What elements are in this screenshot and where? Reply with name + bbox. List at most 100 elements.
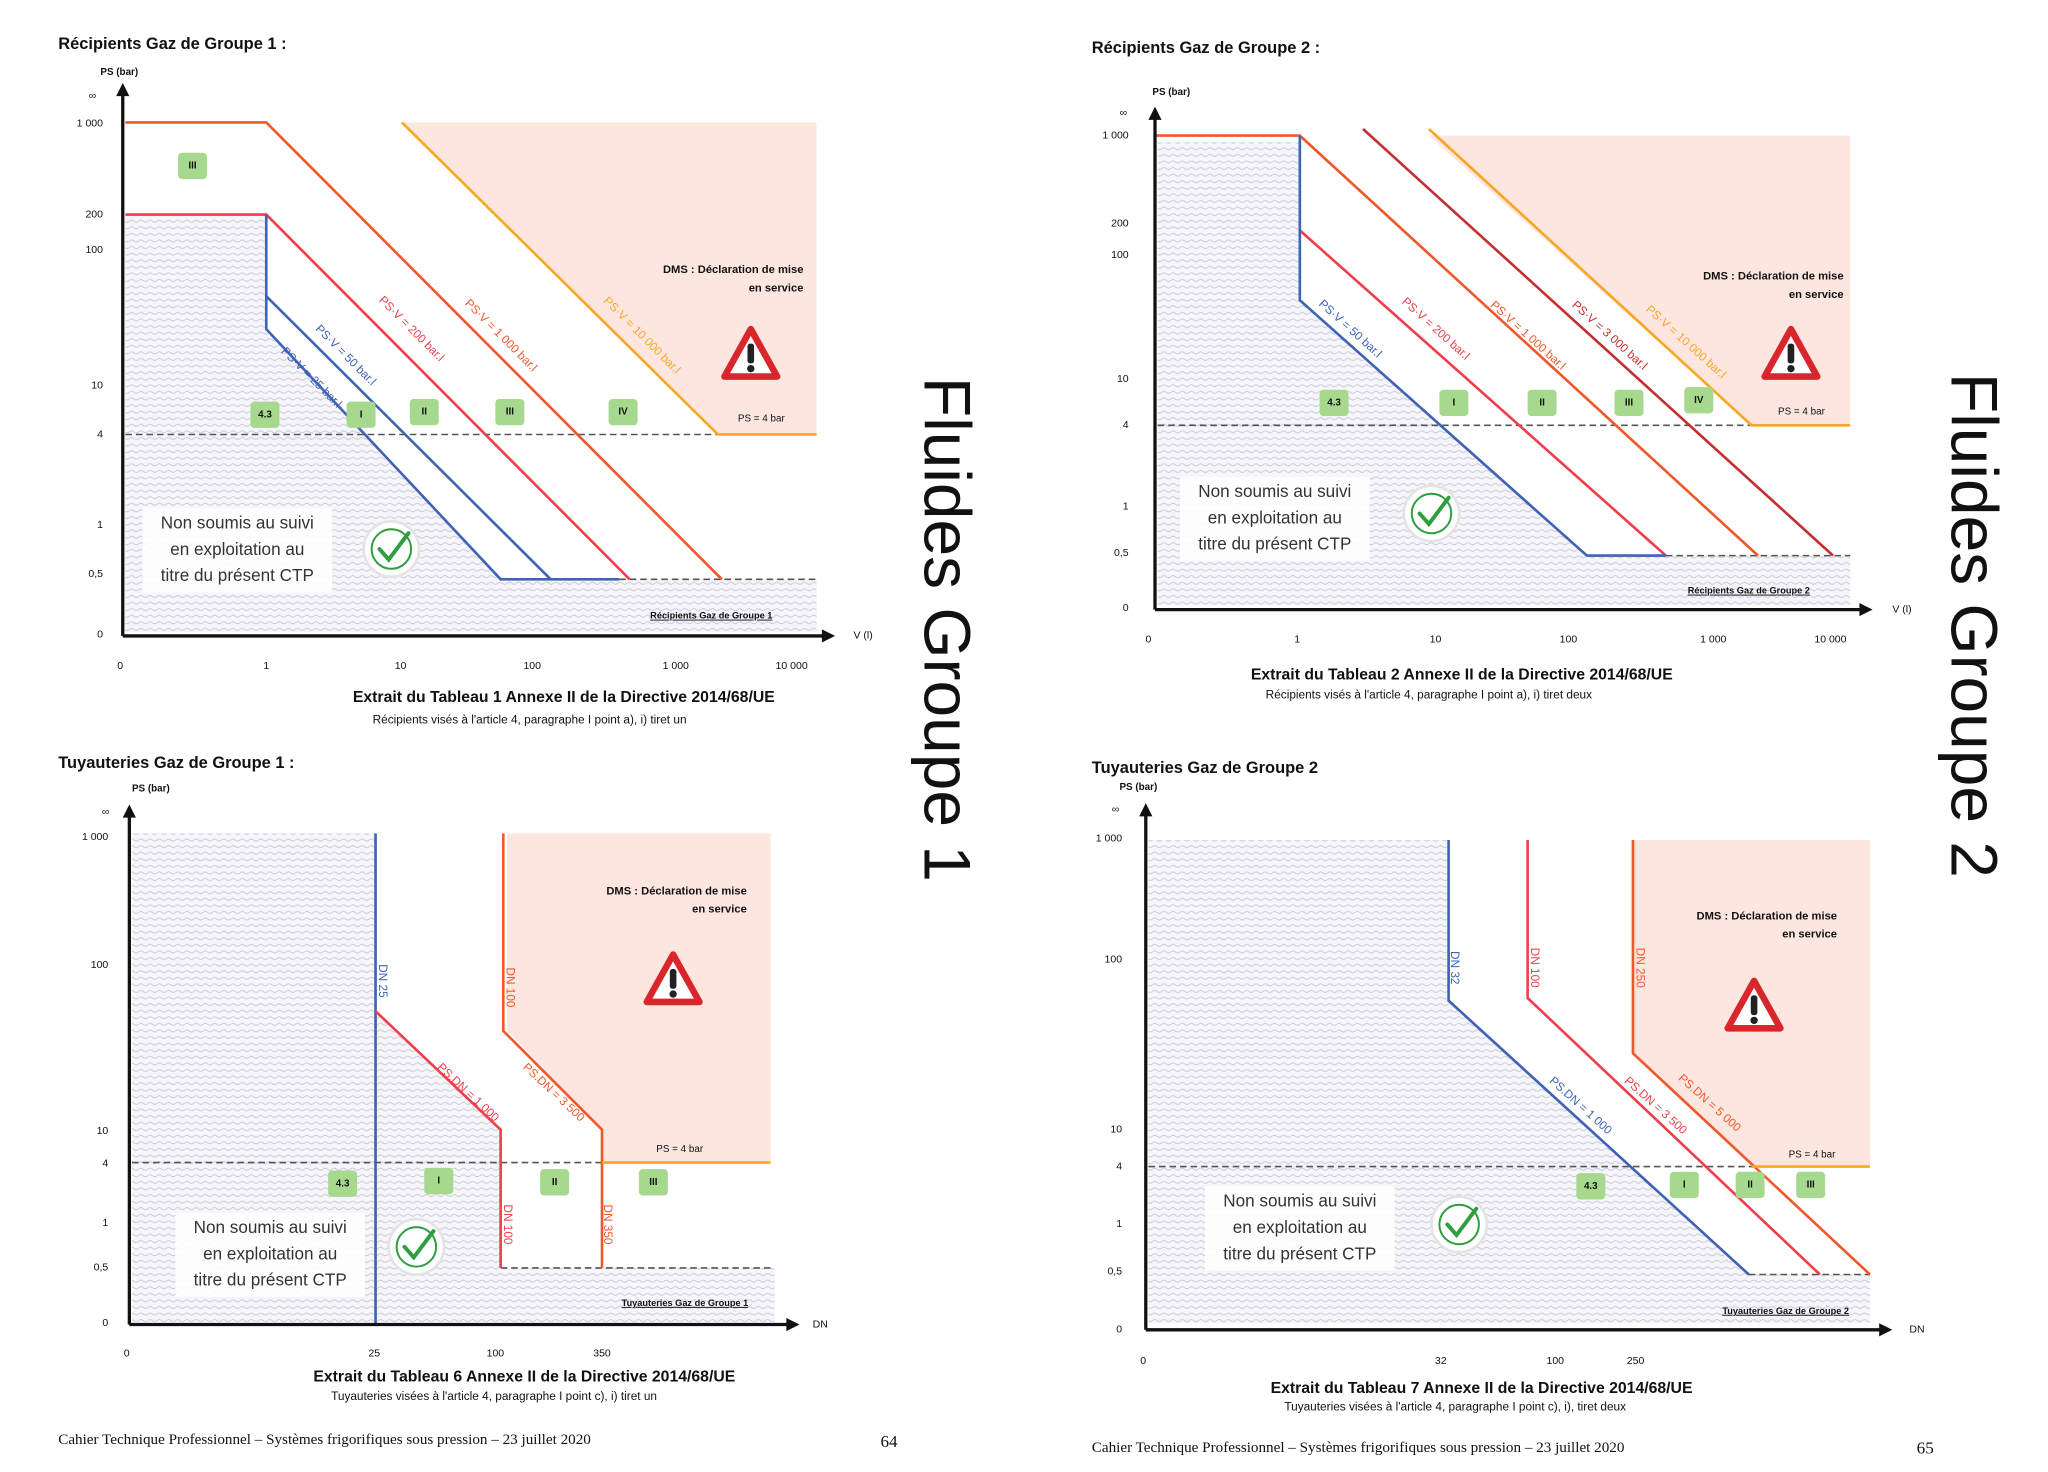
check-mark <box>1417 495 1451 528</box>
y-tick-label: 0 <box>1123 602 1129 614</box>
category-label: I <box>1683 1180 1686 1191</box>
limit-curve <box>1362 128 1834 557</box>
y-axis-label: PS (bar) <box>100 67 138 78</box>
y-tick-label: 1 <box>97 519 103 531</box>
category-label: 4.3 <box>258 409 272 420</box>
y-tick-label: 0,5 <box>1107 1266 1122 1278</box>
category-label: II <box>1747 1180 1753 1191</box>
category-label: I <box>360 409 363 420</box>
category-label: 4.3 <box>1584 1181 1598 1192</box>
corner-label: Tuyauteries Gaz de Groupe 1 <box>622 1298 749 1308</box>
exempt-note: Non soumis au suivi <box>161 514 314 533</box>
exempt-note: titre du présent CTP <box>1198 535 1351 554</box>
x-tick-label: 0 <box>1140 1355 1146 1367</box>
x-tick-label: 0 <box>1145 634 1151 646</box>
x-tick-label: 10 <box>395 660 407 672</box>
y-tick-label: 4 <box>1116 1160 1122 1172</box>
curve-label: DN 100 <box>501 1204 515 1245</box>
y-tick-label: 1 000 <box>82 831 108 843</box>
exempt-note: titre du présent CTP <box>161 566 314 585</box>
warning-mark <box>1750 995 1758 1016</box>
category-label: II <box>552 1177 558 1188</box>
category-badge <box>346 401 376 428</box>
caption-sub: Récipients visés à l'article 4, paragrap… <box>373 712 687 726</box>
y-tick-label: 0 <box>97 628 103 640</box>
y-tick-label: 4 <box>97 428 103 440</box>
category-badge <box>540 1169 570 1196</box>
limit-curve <box>1526 840 1821 1276</box>
x-axis-label: DN <box>813 1318 828 1330</box>
ps-limit-label: PS = 4 bar <box>1778 407 1826 418</box>
exempt-zone <box>131 833 775 1322</box>
ps-limit-label: PS = 4 bar <box>738 413 786 424</box>
y-axis-label: PS (bar) <box>132 783 170 794</box>
y-tick-label: 1 000 <box>1102 129 1128 141</box>
x-tick-label: 1 000 <box>1700 634 1726 646</box>
diagram-panel: Récipients Gaz de Groupe 1 : PS (bar) ∞ V (… <box>58 35 873 726</box>
x-tick-label: 100 <box>1560 634 1578 646</box>
y-axis-arrow <box>1139 803 1153 817</box>
corner-label: Récipients Gaz de Groupe 2 <box>1688 586 1810 596</box>
limit-curve <box>1631 840 1871 1276</box>
corner-label: Récipients Gaz de Groupe 1 <box>650 611 772 621</box>
x-axis-arrow <box>786 1317 800 1332</box>
side-title: Fluides Groupe 2 <box>1937 373 2011 878</box>
footer-text: Cahier Technique Professionnel – Système… <box>58 1432 591 1448</box>
dms-note: DMS : Déclaration de mise <box>606 885 747 897</box>
x-tick-label: 100 <box>523 660 541 672</box>
warning-mark <box>1787 343 1795 364</box>
x-axis-label: V (l) <box>853 630 872 642</box>
y-tick-label: 1 000 <box>1096 832 1122 844</box>
limit-curve <box>1427 128 1851 427</box>
category-badge <box>328 1170 358 1197</box>
exempt-note: en exploitation au <box>1233 1218 1367 1237</box>
diagram-panel: Tuyauteries Gaz de Groupe 2 PS (bar) ∞ DN 1 … <box>1092 759 1925 1413</box>
y-tick-label: 1 <box>1123 501 1129 513</box>
x-tick-label: 100 <box>487 1347 505 1359</box>
exempt-note: en exploitation au <box>170 540 304 559</box>
category-label: I <box>437 1176 440 1187</box>
caption-sub: Tuyauteries visées à l'article 4, paragr… <box>1284 1400 1626 1414</box>
limit-curve <box>1447 840 1750 1276</box>
exempt-note: en exploitation au <box>203 1244 337 1263</box>
category-badge <box>1439 389 1469 417</box>
exempt-box <box>1180 476 1370 561</box>
dms-note: en service <box>749 282 804 294</box>
limit-curve <box>501 833 604 1268</box>
ps-limit-label: PS = 4 bar <box>656 1144 704 1155</box>
limit-curve <box>1298 135 1666 557</box>
caption-sub: Tuyauteries visées à l'article 4, paragr… <box>331 1389 657 1403</box>
limit-curve <box>374 1010 502 1268</box>
x-tick-label: 1 <box>263 660 269 672</box>
panel-title: Récipients Gaz de Groupe 1 : <box>58 35 286 53</box>
category-label: II <box>1539 398 1545 409</box>
category-label: 4.3 <box>336 1178 350 1189</box>
check-ring <box>1438 1203 1480 1246</box>
panel-title: Tuyauteries Gaz de Groupe 1 : <box>58 754 294 772</box>
y-axis-arrow <box>116 82 130 97</box>
warning-dot <box>1750 1016 1758 1025</box>
y-tick-label: 100 <box>85 244 103 256</box>
caption: Extrait du Tableau 6 Annexe II de la Dir… <box>313 1368 735 1385</box>
x-axis-label: V (l) <box>1892 603 1911 615</box>
y-tick-label: 10 <box>97 1125 109 1137</box>
y-tick-label: 0,5 <box>88 568 103 580</box>
y-tick-label: 10 <box>1117 373 1129 385</box>
y-infinity: ∞ <box>1112 804 1120 816</box>
category-badge <box>1796 1171 1826 1199</box>
panel-title: Récipients Gaz de Groupe 2 : <box>1092 39 1320 57</box>
curve-label: DN 350 <box>601 1204 615 1245</box>
y-tick-label: 1 <box>102 1217 108 1229</box>
curve-label: DN 100 <box>1528 948 1542 989</box>
dms-note: DMS : Déclaration de mise <box>663 264 804 276</box>
dms-note: en service <box>692 904 747 916</box>
x-tick-label: 10 000 <box>1814 634 1846 646</box>
limit-curve <box>1298 229 1667 557</box>
exempt-note: titre du présent CTP <box>194 1271 347 1290</box>
y-tick-label: 1 <box>1116 1218 1122 1230</box>
page-number: 65 <box>1917 1439 1934 1458</box>
x-axis-arrow <box>821 629 836 643</box>
y-tick-label: 200 <box>1111 218 1129 230</box>
dms-note: en service <box>1789 289 1844 301</box>
